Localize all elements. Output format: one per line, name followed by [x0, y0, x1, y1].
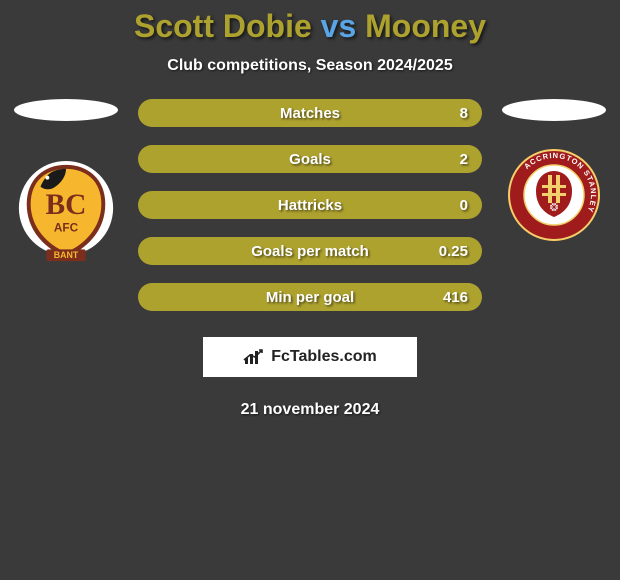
bradford-city-badge: BC AFC BANT: [16, 159, 116, 267]
stat-label: Goals per match: [251, 243, 369, 260]
player2-ellipse: [502, 99, 606, 121]
club-badge-left-icon: BC AFC BANT: [16, 159, 116, 267]
stat-bar-mpg: Min per goal 416: [138, 283, 482, 311]
player1-name: Scott Dobie: [134, 8, 312, 44]
infographic-container: Scott Dobie vs Mooney Club competitions,…: [0, 0, 620, 419]
stat-bar-hattricks: Hattricks 0: [138, 191, 482, 219]
stat-value-right: 0.25: [439, 243, 468, 260]
accrington-stanley-badge: ACCRINGTON STANLEY: [504, 145, 604, 253]
brand-text: FcTables.com: [271, 348, 377, 366]
stat-bar-gpm: Goals per match 0.25: [138, 237, 482, 265]
stats-column: Matches 8 Goals 2 Hattricks 0 Goals per …: [138, 99, 482, 311]
stat-label: Hattricks: [278, 197, 342, 214]
stat-bar-matches: Matches 8: [138, 99, 482, 127]
stat-value-right: 8: [460, 105, 468, 122]
svg-text:BANT: BANT: [54, 250, 79, 260]
stat-value-right: 416: [443, 289, 468, 306]
main-row: BC AFC BANT Matches 8 Goals 2 Hattricks …: [0, 99, 620, 311]
vs-separator: vs: [321, 8, 357, 44]
svg-text:AFC: AFC: [54, 222, 79, 235]
player2-name: Mooney: [365, 8, 486, 44]
stat-label: Goals: [289, 151, 331, 168]
stat-bar-goals: Goals 2: [138, 145, 482, 173]
left-column: BC AFC BANT: [14, 99, 118, 267]
club-badge-right-icon: ACCRINGTON STANLEY: [504, 145, 604, 245]
stat-value-right: 2: [460, 151, 468, 168]
stat-value-right: 0: [460, 197, 468, 214]
bar-chart-icon: [243, 348, 265, 366]
date-line: 21 november 2024: [0, 401, 620, 419]
stat-label: Matches: [280, 105, 340, 122]
brand-footer: FcTables.com: [203, 337, 417, 377]
stat-label: Min per goal: [266, 289, 354, 306]
player1-ellipse: [14, 99, 118, 121]
right-column: ACCRINGTON STANLEY: [502, 99, 606, 253]
svg-text:BC: BC: [46, 189, 87, 221]
comparison-title: Scott Dobie vs Mooney: [0, 8, 620, 45]
subtitle: Club competitions, Season 2024/2025: [0, 57, 620, 75]
